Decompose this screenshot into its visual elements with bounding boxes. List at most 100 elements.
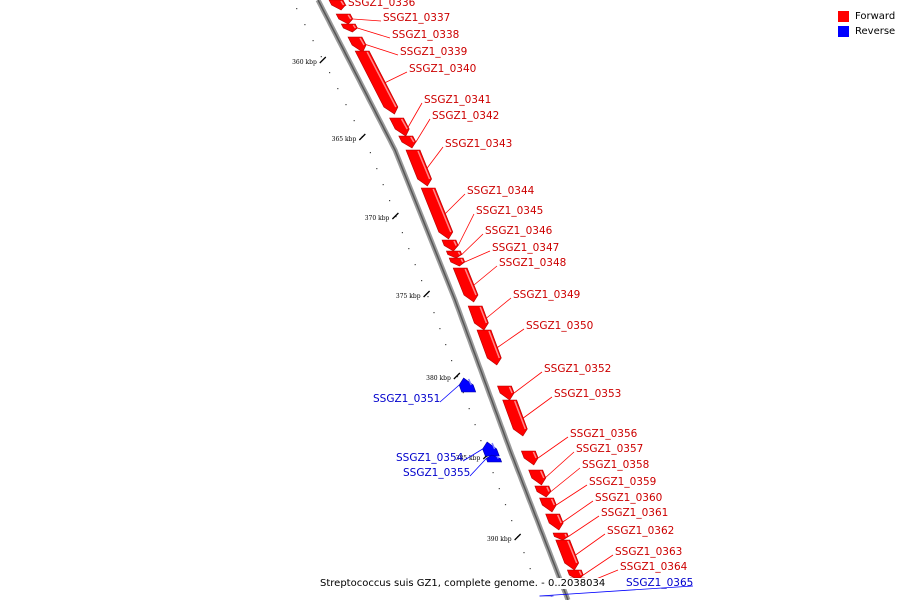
leader-line [539,585,694,597]
gene-label-ssgz1-0364[interactable]: SSGZ1_0364 [620,561,688,573]
gene-shape[interactable] [458,377,477,393]
gene-highlight [366,51,397,108]
gene-shape[interactable] [354,50,399,115]
gene-label-ssgz1-0362[interactable]: SSGZ1_0362 [607,525,674,537]
tick-label-385-kbp: 385 kbp [456,455,481,462]
gene-label-ssgz1-0355[interactable]: SSGZ1_0355 [403,467,470,479]
gene-label-ssgz1-0340[interactable]: SSGZ1_0340 [409,63,476,75]
gene-shape[interactable] [476,329,502,366]
gene-label-ssgz1-0358[interactable]: SSGZ1_0358 [582,459,649,471]
minor-tick [401,232,403,234]
leader-line [464,250,491,263]
gene-label-ssgz1-0365[interactable]: SSGZ1_0365 [626,577,693,589]
gene-label-ssgz1-0353[interactable]: SSGZ1_0353 [554,388,621,400]
gene-label-ssgz1-0341[interactable]: SSGZ1_0341 [424,94,491,106]
gene-label-ssgz1-0348[interactable]: SSGZ1_0348 [499,257,566,269]
leader-line [462,448,483,462]
gene-ssgz1-0348[interactable] [452,267,479,303]
leader-line [445,193,466,214]
gene-ssgz1-0345[interactable] [441,239,459,252]
gene-ssgz1-0356[interactable] [520,450,539,466]
gene-label-ssgz1-0336[interactable]: SSGZ1_0336 [348,0,416,9]
gene-ssgz1-0361[interactable] [552,532,569,541]
gene-ssgz1-0343[interactable] [405,149,432,187]
gene-highlight [567,540,578,564]
minor-tick [504,504,507,506]
minor-tick [337,88,339,90]
minor-tick [408,248,410,250]
gene-shape[interactable] [485,454,503,463]
gene-label-ssgz1-0360[interactable]: SSGZ1_0360 [595,492,662,504]
gene-ssgz1-0339[interactable] [347,36,367,53]
gene-ssgz1-0358[interactable] [534,485,552,498]
gene-label-ssgz1-0357[interactable]: SSGZ1_0357 [576,443,643,455]
gene-label-ssgz1-0363[interactable]: SSGZ1_0363 [615,546,682,558]
gene-label-ssgz1-0359[interactable]: SSGZ1_0359 [589,476,656,488]
gene-label-ssgz1-0350[interactable]: SSGZ1_0350 [526,320,593,332]
gene-label-ssgz1-0354[interactable]: SSGZ1_0354 [396,452,464,464]
leader-line [556,484,588,506]
gene-highlight [513,400,527,430]
gene-ssgz1-0353[interactable] [502,399,528,437]
gene-ssgz1-0357[interactable] [528,469,547,486]
gene-ssgz1-0351[interactable] [458,377,477,393]
gene-shape[interactable] [552,532,569,541]
gene-label-ssgz1-0346[interactable]: SSGZ1_0346 [485,225,553,237]
gene-shape[interactable] [420,187,454,240]
gene-label-ssgz1-0345[interactable]: SSGZ1_0345 [476,205,543,217]
leader-line [415,118,431,143]
gene-highlight [460,258,464,263]
gene-ssgz1-0346[interactable] [445,250,463,259]
gene-ssgz1-0340[interactable] [354,50,399,115]
gene-ssgz1-0341[interactable] [389,117,410,137]
gene-ssgz1-0355[interactable] [485,454,503,463]
gene-ssgz1-0347[interactable] [448,257,466,267]
gene-ssgz1-0337[interactable] [335,13,354,25]
gene-label-ssgz1-0342[interactable]: SSGZ1_0342 [432,110,499,122]
gene-ssgz1-0350[interactable] [476,329,502,366]
leader-line [426,146,444,169]
major-tick [423,290,431,298]
gene-label-ssgz1-0337[interactable]: SSGZ1_0337 [383,12,450,24]
gene-label-ssgz1-0343[interactable]: SSGZ1_0343 [445,138,512,150]
gene-label-ssgz1-0347[interactable]: SSGZ1_0347 [492,242,559,254]
gene-highlight [467,378,472,386]
gene-ssgz1-0338[interactable] [340,23,358,33]
gene-label-ssgz1-0361[interactable]: SSGZ1_0361 [601,507,668,519]
gene-shape[interactable] [445,250,463,259]
minor-tick [439,328,441,330]
gene-ssgz1-0354[interactable] [482,441,500,457]
gene-ssgz1-0363[interactable] [566,569,584,581]
gene-label-ssgz1-0349[interactable]: SSGZ1_0349 [513,289,580,301]
leader-line [365,44,399,56]
minor-tick [445,344,447,346]
gene-shape[interactable] [482,441,500,457]
gene-ssgz1-0360[interactable] [545,513,564,531]
gene-label-ssgz1-0351[interactable]: SSGZ1_0351 [373,393,440,405]
gene-ssgz1-0344[interactable] [420,187,454,240]
gene-label-ssgz1-0339[interactable]: SSGZ1_0339 [400,46,467,58]
gene-shape[interactable] [467,305,489,331]
gene-label-ssgz1-0344[interactable]: SSGZ1_0344 [467,185,535,197]
minor-tick [421,280,423,282]
gene-ssgz1-0352[interactable] [497,385,515,401]
gene-ssgz1-0359[interactable] [539,497,557,513]
gene-highlight [491,442,496,450]
gene-ssgz1-0342[interactable] [398,135,417,149]
gene-highlight [479,306,488,324]
gene-ssgz1-0349[interactable] [467,305,489,331]
gene-label-ssgz1-0356[interactable]: SSGZ1_0356 [570,428,638,440]
gene-label-ssgz1-0352[interactable]: SSGZ1_0352 [544,363,611,375]
gene-shape[interactable] [405,149,432,187]
gene-shape[interactable] [452,267,479,303]
forward-swatch [838,11,849,22]
gene-ssgz1-0362[interactable] [555,539,580,571]
leader-line [461,233,484,255]
minor-tick [304,24,306,26]
leader-line [545,451,575,478]
gene-shape[interactable] [555,539,580,571]
gene-label-ssgz1-0338[interactable]: SSGZ1_0338 [392,29,459,41]
gene-ssgz1-0336[interactable] [328,0,346,11]
gene-shape[interactable] [502,399,528,437]
